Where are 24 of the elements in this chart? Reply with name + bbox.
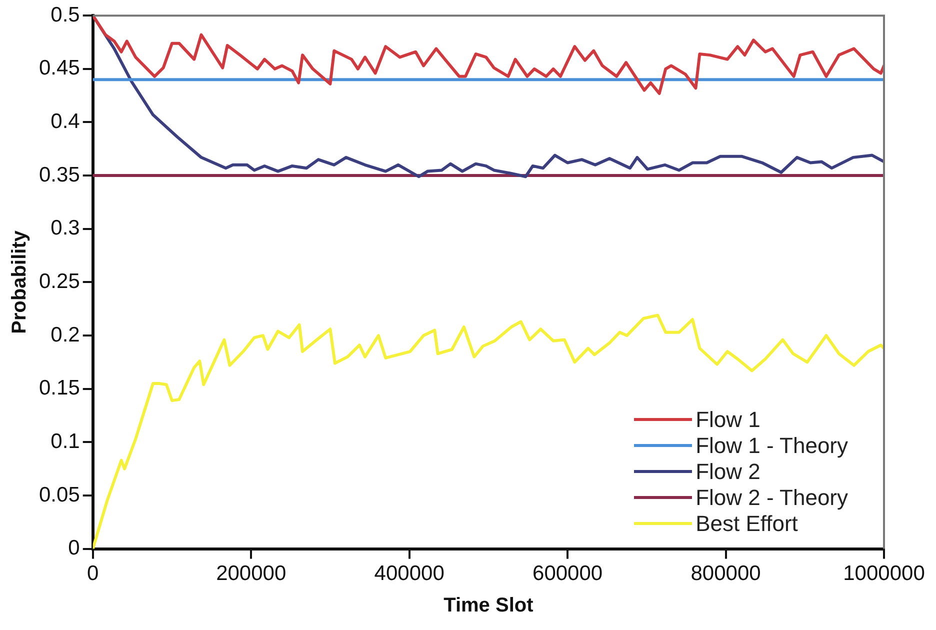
y-tick-label: 0.2: [50, 323, 80, 346]
y-tick-label: 0.25: [38, 270, 80, 293]
x-axis-title: Time Slot: [444, 594, 534, 617]
y-tick-label: 0.1: [50, 430, 80, 453]
x-tick-label: 1000000: [843, 562, 925, 586]
legend-label: Flow 1: [696, 406, 760, 433]
x-tick-label: 0: [87, 562, 99, 586]
y-tick-label: 0.5: [50, 3, 80, 26]
legend-label: Flow 1 - Theory: [696, 432, 848, 459]
legend-label: Flow 2 - Theory: [696, 484, 848, 511]
x-tick-label: 800000: [690, 562, 761, 586]
y-tick-label: 0.3: [50, 216, 80, 240]
y-tick-label: 0.4: [50, 110, 80, 134]
x-tick-label: 600000: [532, 562, 603, 586]
y-tick-label: 0.15: [38, 376, 80, 400]
legend-label: Best Effort: [696, 510, 798, 537]
y-tick-label: 0: [68, 536, 80, 560]
x-tick-label: 200000: [216, 562, 286, 586]
y-tick-label: 0.45: [38, 56, 80, 80]
x-tick-label: 400000: [374, 562, 444, 586]
y-tick-label: 0.05: [38, 483, 80, 506]
legend-label: Flow 2: [696, 458, 760, 485]
y-axis-title: Probability: [8, 230, 31, 334]
y-tick-label: 0.35: [38, 163, 80, 186]
